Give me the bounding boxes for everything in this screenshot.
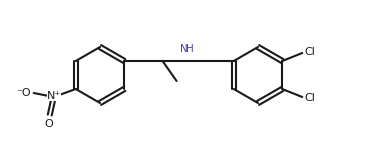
Text: Cl: Cl xyxy=(304,47,315,57)
Text: ⁻O: ⁻O xyxy=(17,88,31,98)
Text: H: H xyxy=(186,44,194,54)
Text: Cl: Cl xyxy=(304,93,315,103)
Text: N: N xyxy=(180,44,188,54)
Text: N⁺: N⁺ xyxy=(47,91,61,101)
Text: O: O xyxy=(45,119,53,129)
